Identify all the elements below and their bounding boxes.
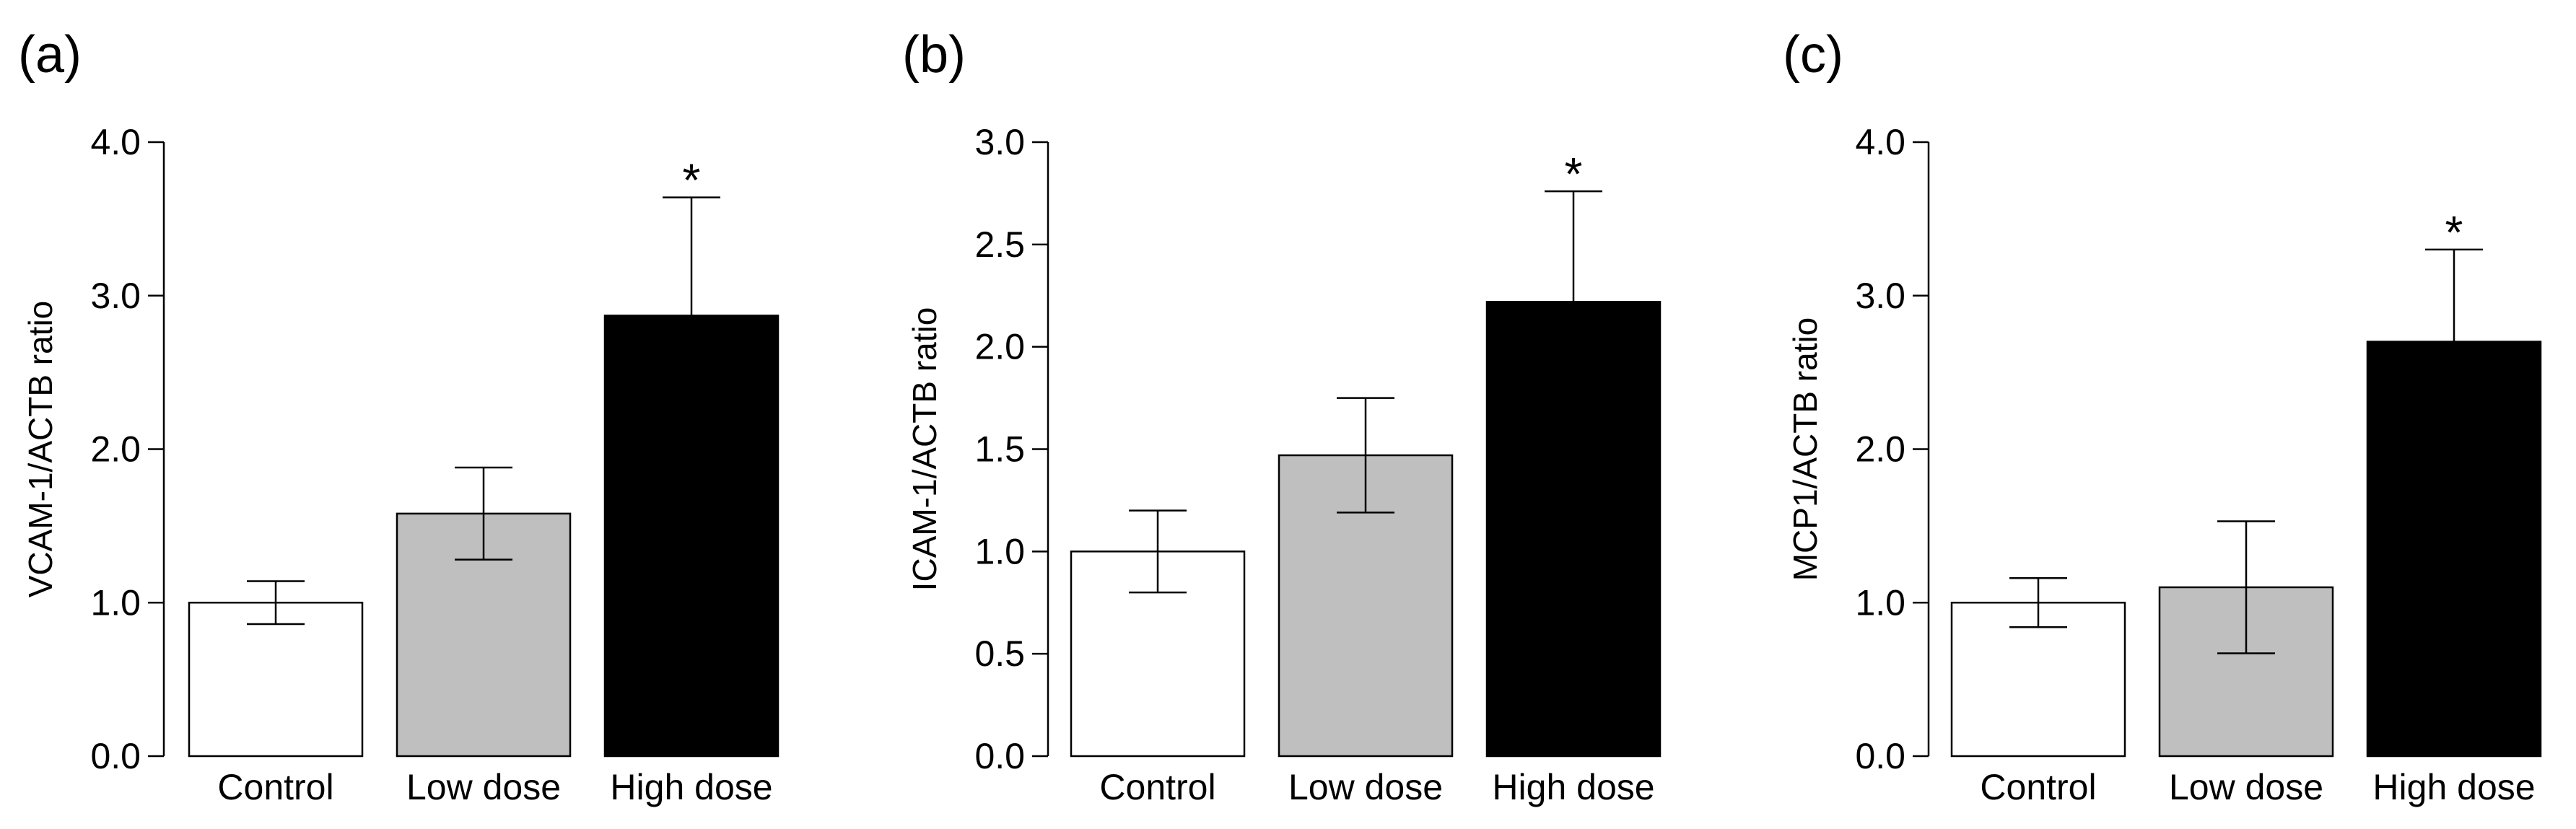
category-label: Low dose bbox=[1288, 767, 1443, 807]
y-tick-label: 0.0 bbox=[974, 736, 1025, 776]
y-axis-title: MCP1/ACTB ratio bbox=[1786, 317, 1824, 582]
category-label: Control bbox=[1099, 767, 1215, 807]
chart-panel-2: (b) 0.0 0.5 1.0 1.5 2.0 2.5 3.0 ICAM-1/ACTB rati… bbox=[902, 26, 1662, 807]
category-label: Control bbox=[217, 767, 333, 807]
y-tick-label: 3.0 bbox=[1855, 276, 1905, 316]
chart-panel-1: (a) 0.0 1.0 2.0 3.0 4.0 VCAM-1/ACTB ratio Contr… bbox=[18, 26, 780, 807]
y-tick-label: 2.0 bbox=[974, 327, 1025, 367]
y-tick-label: 3.0 bbox=[974, 122, 1025, 162]
significance-marker: * bbox=[1565, 148, 1583, 200]
category-label: Low dose bbox=[2169, 767, 2323, 807]
y-tick-label: 4.0 bbox=[1855, 122, 1905, 162]
panel-label: (b) bbox=[902, 26, 966, 84]
category-label: High dose bbox=[1492, 767, 1654, 807]
category-label: Low dose bbox=[406, 767, 561, 807]
y-tick-label: 0.0 bbox=[1855, 736, 1905, 776]
y-tick-label: 2.5 bbox=[974, 224, 1025, 265]
y-tick-label: 4.0 bbox=[90, 122, 141, 162]
y-tick-label: 3.0 bbox=[90, 276, 141, 316]
y-axis-title: VCAM-1/ACTB ratio bbox=[22, 301, 59, 598]
significance-marker: * bbox=[683, 154, 701, 206]
y-tick-label: 1.5 bbox=[974, 429, 1025, 470]
category-label: High dose bbox=[2372, 767, 2535, 807]
panel-label: (c) bbox=[1783, 26, 1843, 84]
y-tick-label: 1.0 bbox=[1855, 582, 1905, 623]
significance-marker: * bbox=[2445, 206, 2463, 258]
y-axis-title: ICAM-1/ACTB ratio bbox=[906, 307, 943, 592]
y-tick-label: 2.0 bbox=[90, 429, 141, 470]
chart-panel-3: (c) 0.0 1.0 2.0 3.0 4.0 MCP1/ACTB ratio Control… bbox=[1783, 26, 2542, 807]
bar-control bbox=[188, 602, 364, 758]
panel-label: (a) bbox=[18, 26, 82, 84]
category-label: Control bbox=[1980, 767, 2096, 807]
y-tick-label: 0.5 bbox=[974, 633, 1025, 674]
category-label: High dose bbox=[610, 767, 772, 807]
y-tick-label: 1.0 bbox=[90, 582, 141, 623]
y-tick-label: 2.0 bbox=[1855, 429, 1905, 470]
y-tick-label: 1.0 bbox=[974, 531, 1025, 571]
bar-control bbox=[1950, 602, 2126, 758]
y-tick-label: 0.0 bbox=[90, 736, 141, 776]
